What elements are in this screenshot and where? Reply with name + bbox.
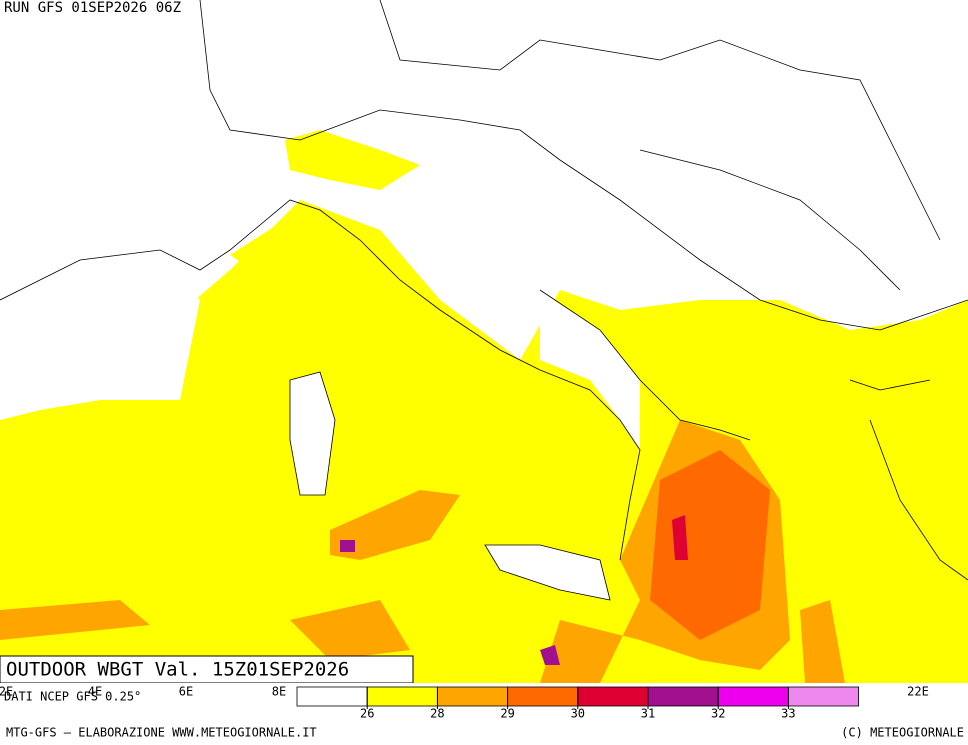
- border: [379, 0, 968, 581]
- map-title: OUTDOOR WBGT Val. 15Z01SEP2026: [6, 659, 349, 681]
- wbgt-area: [540, 645, 560, 665]
- land-sicily: [485, 545, 610, 600]
- wbgt-area: [330, 490, 460, 560]
- longitude-label: 8E: [272, 685, 286, 699]
- color-legend: 26 28 29 30 31 32 33: [296, 686, 860, 721]
- legend-swatch: [366, 686, 438, 707]
- legend-tick-label: 30: [571, 707, 585, 721]
- legend-swatch: [507, 686, 579, 707]
- legend-swatch: [577, 686, 649, 707]
- title-box: [0, 655, 414, 684]
- footer-left: MTG-GFS — ELABORAZIONE WWW.METEOGIORNALE…: [6, 726, 317, 740]
- wbgt-area: [340, 540, 355, 552]
- source-label: DATI NCEP GFS 0.25°: [4, 690, 141, 704]
- run-label: RUN GFS 01SEP2026 06Z: [4, 0, 181, 16]
- legend-swatch: [296, 686, 368, 707]
- legend-swatch: [436, 686, 508, 707]
- footer-right: (C) METEOGIORNALE: [841, 726, 964, 740]
- wbgt-area: [0, 600, 150, 640]
- legend-swatch: [647, 686, 719, 707]
- land-sardinia: [290, 372, 335, 495]
- wbgt-area: [290, 600, 410, 660]
- wbgt-area: [230, 210, 340, 275]
- legend-tick-label: 33: [781, 707, 795, 721]
- longitude-label: 2E: [0, 685, 13, 699]
- wbgt-area: [800, 600, 845, 683]
- wbgt-area: [650, 450, 770, 640]
- wbgt-area: [672, 515, 688, 560]
- wbgt-area: [285, 130, 420, 190]
- longitude-label: 4E: [88, 685, 102, 699]
- legend-swatch: [788, 686, 860, 707]
- legend-tick-label: 29: [500, 707, 514, 721]
- legend-tick-label: 32: [711, 707, 725, 721]
- legend-tick-label: 26: [360, 707, 374, 721]
- land-spain: [0, 250, 200, 420]
- legend-tick-label: 28: [430, 707, 444, 721]
- longitude-labels: 2E 4E 6E 8E 22E: [0, 685, 929, 699]
- legend-swatch: [717, 686, 789, 707]
- longitude-label: 6E: [179, 685, 193, 699]
- longitude-label: 22E: [907, 685, 929, 699]
- land-italy: [540, 290, 640, 450]
- coastline: [0, 0, 968, 601]
- legend-tick-label: 31: [641, 707, 655, 721]
